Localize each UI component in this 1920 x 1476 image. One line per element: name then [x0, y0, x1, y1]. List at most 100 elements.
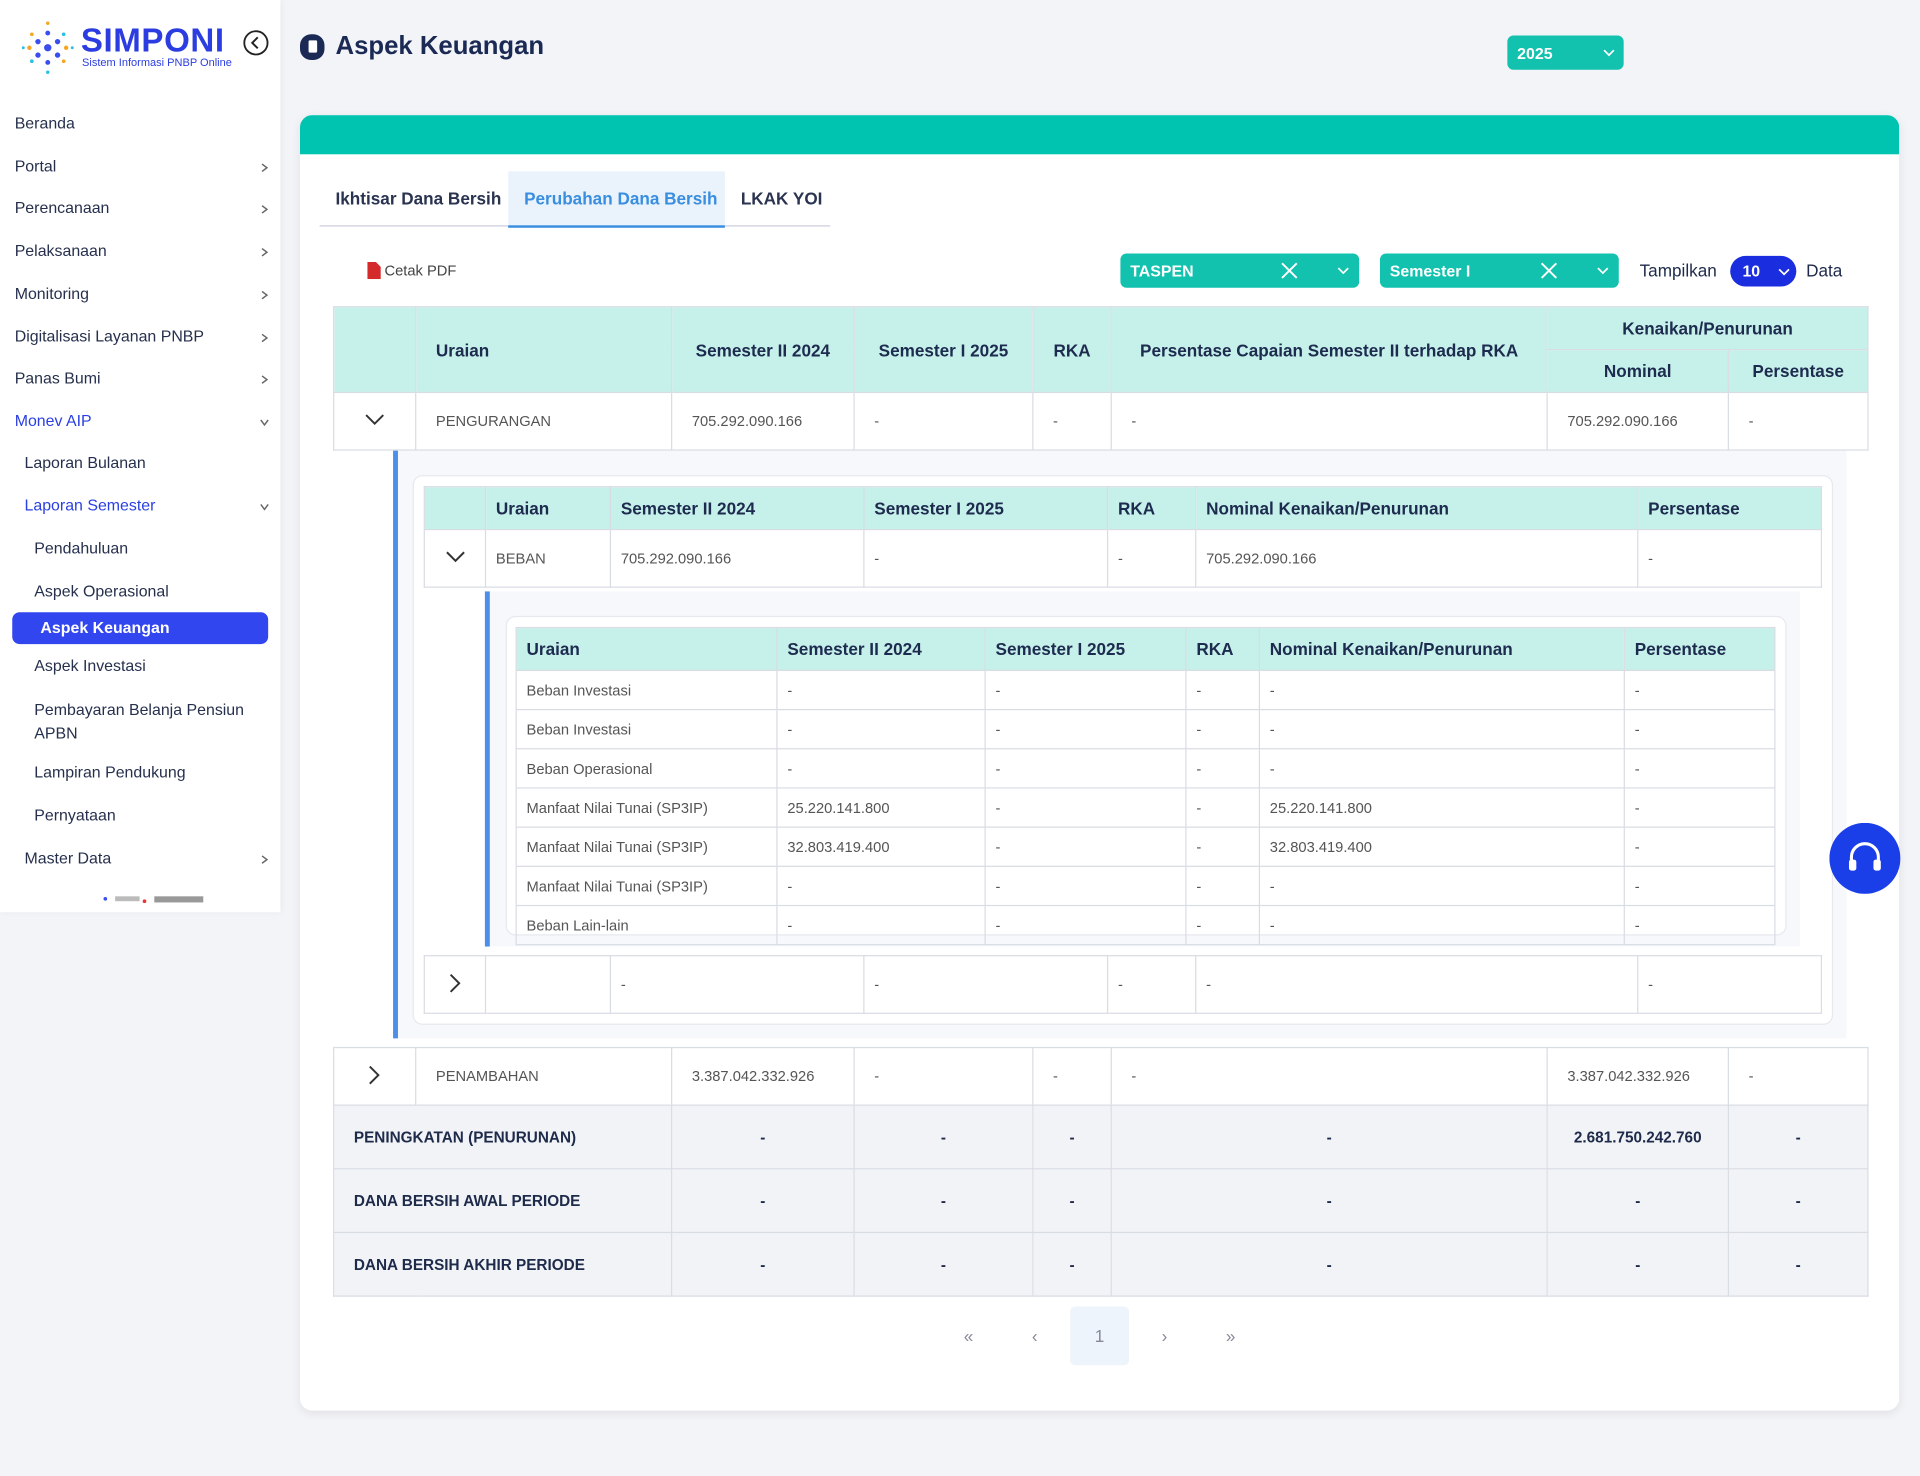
menu-item[interactable]: Digitalisasi Layanan PNBP	[14, 326, 205, 346]
chevron	[1337, 267, 1349, 275]
table-row: PENGURANGAN 705.292.090.166- - -705.292.090…	[333, 391, 1869, 451]
cell: -	[984, 708, 1187, 750]
table: Uraian Semester II 2024 Semester I 2025 RKA…	[515, 626, 1776, 946]
menu-item-active[interactable]: Aspek Keuangan	[40, 618, 170, 637]
year-select[interactable]: 2025	[1507, 35, 1624, 70]
tab[interactable]: LKAK YOI	[740, 188, 823, 209]
clear-icon[interactable]	[1540, 262, 1558, 279]
tab-active-bg	[508, 171, 725, 228]
brand: SIMPONI	[80, 22, 225, 59]
header-row: Nominal Persentase	[334, 348, 1869, 394]
total-cell: -	[1032, 1231, 1112, 1297]
table-row: BEBAN 705.292.090.166- -705.292.090.166-	[423, 528, 1823, 588]
cell: -	[1185, 826, 1261, 867]
cell: 32.803.419.400	[776, 826, 986, 867]
menu-item[interactable]: Monev AIP	[14, 411, 92, 430]
tab[interactable]: Ikhtisar Dana Bersih	[335, 188, 502, 209]
page-next[interactable]: ›	[1161, 1326, 1168, 1346]
menu-item[interactable]: Portal	[14, 156, 57, 176]
expand-cell	[423, 955, 487, 1014]
chevron-right[interactable]	[369, 1065, 381, 1085]
header-cell: RKA	[1032, 306, 1112, 394]
card-bar	[300, 115, 1900, 155]
cell: -	[1258, 865, 1625, 907]
tab-active[interactable]: Perubahan Dana Bersih	[524, 188, 718, 209]
cell: -	[1623, 669, 1776, 711]
menu-item[interactable]: Laporan Semester	[24, 495, 156, 515]
table-row: Manfaat Nilai Tunai (SP3IP) 25.220.141.80…	[515, 787, 1776, 828]
cell: -	[1185, 787, 1261, 828]
print-button[interactable]: Cetak PDF	[384, 262, 457, 280]
total-cell: -	[1727, 1231, 1869, 1297]
header-cell: RKA	[1185, 626, 1261, 672]
total-cell: -	[1110, 1168, 1548, 1234]
cell: -	[1032, 1046, 1112, 1106]
cell: Beban Operasional	[515, 748, 778, 789]
menu-item[interactable]: Pernyataan	[34, 805, 116, 825]
menu-item[interactable]: Pelaksanaan	[14, 241, 107, 260]
cell: 705.292.090.166	[609, 528, 865, 588]
cell: -	[1110, 391, 1548, 451]
subheader-cell: Persentase	[1727, 348, 1869, 394]
menu-item[interactable]: Pembayaran Belanja Pensiun APBN	[34, 700, 245, 743]
menu-item[interactable]: Master Data	[24, 848, 112, 867]
menu-item[interactable]: Beranda	[14, 113, 75, 133]
cell: -	[1110, 1046, 1548, 1106]
table-row: Beban Investasi - - - - -	[515, 669, 1776, 711]
header-cell: Semester I 2025	[853, 306, 1034, 394]
menu-item[interactable]: Aspek Operasional	[34, 581, 169, 601]
chevron	[261, 375, 269, 384]
total-cell: 2.681.750.242.760	[1546, 1104, 1729, 1170]
cell: -	[1195, 955, 1639, 1014]
page-last[interactable]: »	[1225, 1326, 1236, 1346]
cell: -	[984, 826, 1187, 867]
menu-item[interactable]: Panas Bumi	[14, 368, 101, 387]
menu-item[interactable]: Lampiran Pendukung	[34, 762, 186, 782]
period-select[interactable]: Semester I	[1380, 253, 1619, 288]
menu-item[interactable]: Pendahuluan	[34, 538, 129, 558]
entity-select[interactable]: TASPEN	[1120, 253, 1360, 288]
cell: -	[863, 955, 1109, 1014]
cell: -	[853, 391, 1034, 451]
cell: -	[1623, 787, 1776, 828]
chevron-down[interactable]	[365, 414, 385, 426]
menu-item[interactable]: Aspek Investasi	[34, 656, 146, 675]
help-button[interactable]	[1829, 822, 1901, 894]
chevron	[261, 247, 269, 257]
decoration	[103, 896, 204, 904]
total-cell: DANA BERSIH AKHIR PERIODE	[333, 1231, 673, 1297]
chevron-right[interactable]	[449, 973, 461, 993]
logo-icon	[21, 21, 74, 74]
cell: -	[1727, 1046, 1869, 1106]
cell: -	[984, 669, 1187, 711]
tagline: Sistem Informasi PNBP Online	[82, 56, 232, 69]
page-current[interactable]: 1	[1070, 1306, 1129, 1366]
total-row: DANA BERSIH AWAL PERIODE - - - - - -	[333, 1168, 1869, 1234]
collapse-button[interactable]	[242, 29, 269, 56]
cell: -	[776, 904, 986, 946]
cell: -	[984, 904, 1187, 946]
table-row: -----	[423, 955, 1823, 1014]
total-cell: -	[853, 1231, 1034, 1297]
page-title: Aspek Keuangan	[335, 31, 545, 61]
menu-item[interactable]: Monitoring	[14, 284, 90, 303]
chevron	[261, 163, 269, 173]
cell: -	[1623, 826, 1776, 867]
total-cell: -	[1546, 1168, 1729, 1234]
table-row: Manfaat Nilai Tunai (SP3IP) 32.803.419.40…	[515, 826, 1776, 867]
table-row: Manfaat Nilai Tunai (SP3IP) - - - - -	[515, 865, 1776, 907]
cell: -	[609, 955, 865, 1014]
page-prev[interactable]: ‹	[1031, 1326, 1038, 1346]
data-label: Data	[1806, 260, 1843, 281]
chevron-down[interactable]	[445, 551, 465, 563]
header-cell: Persentase Capaian Semester II terhadap …	[1110, 306, 1548, 394]
page-first[interactable]: «	[963, 1326, 974, 1346]
clear-icon[interactable]	[1281, 262, 1298, 279]
period-value: Semester I	[1389, 261, 1471, 280]
menu-item[interactable]: Laporan Bulanan	[24, 453, 146, 472]
menu-item[interactable]: Perencanaan	[14, 198, 110, 217]
cell: 705.292.090.166	[1546, 391, 1729, 451]
header-cell: Persentase	[1637, 486, 1823, 531]
cell: -	[1637, 955, 1823, 1014]
page-size-select[interactable]: 10	[1730, 255, 1797, 287]
